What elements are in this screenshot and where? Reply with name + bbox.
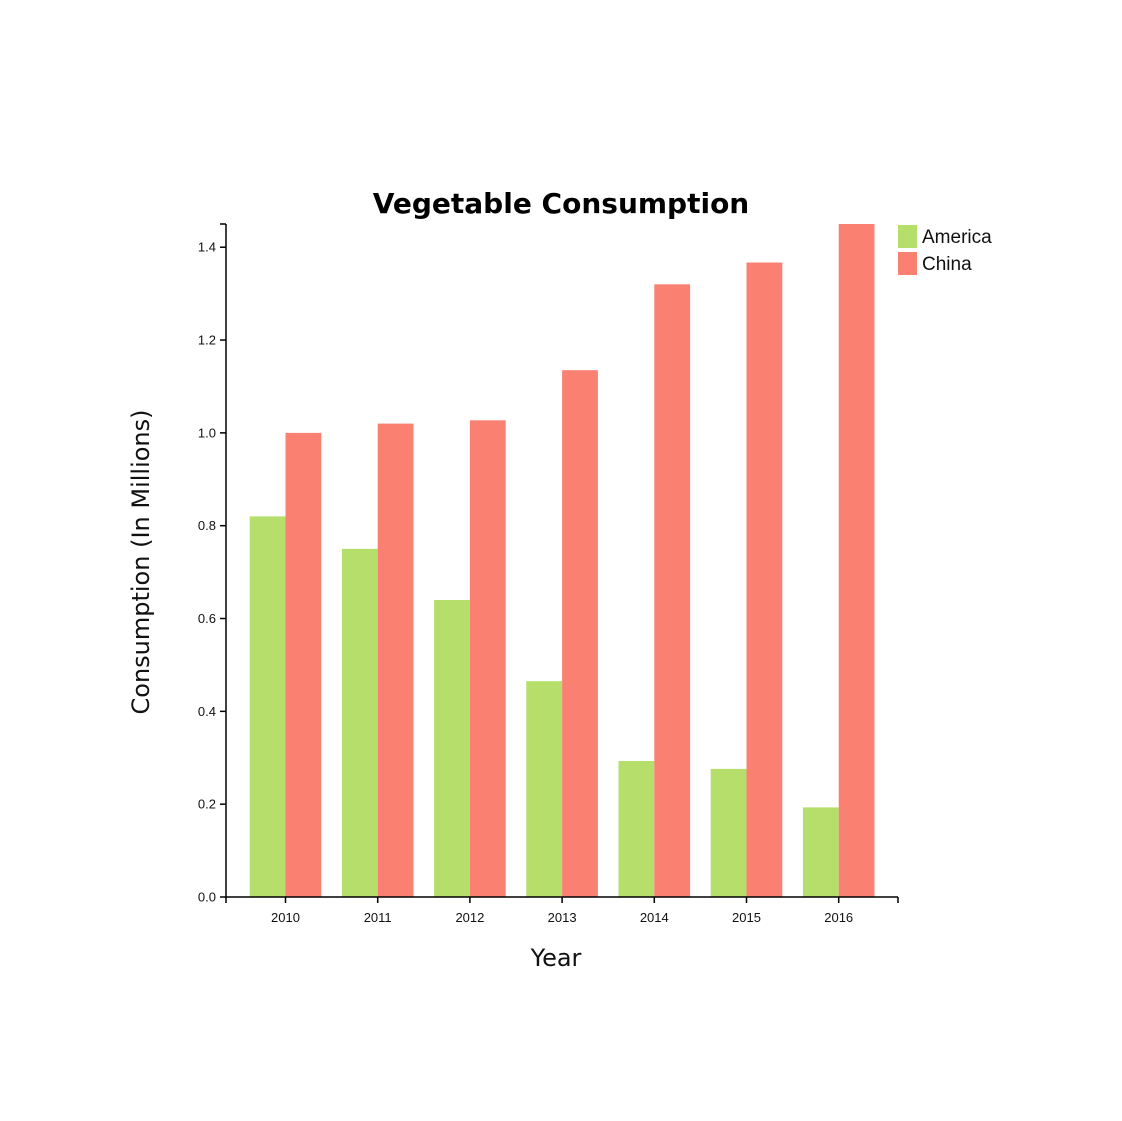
bar-china-2013 — [562, 370, 598, 897]
bars-group — [249, 224, 875, 897]
x-tick-label-2013: 2013 — [548, 910, 577, 925]
bar-china-2016 — [838, 224, 875, 897]
y-tick-label-1.2: 1.2 — [198, 333, 216, 348]
bar-china-2012 — [469, 420, 506, 897]
legend-swatch-china — [898, 252, 917, 275]
x-tick-label-2010: 2010 — [271, 910, 300, 925]
bar-china-2015 — [746, 262, 783, 897]
legend: America China — [898, 225, 992, 275]
bar-america-2011 — [341, 548, 378, 897]
bar-america-2014 — [618, 761, 655, 897]
legend-label-america: America — [922, 227, 992, 248]
bar-america-2015 — [710, 768, 747, 897]
bar-america-2010 — [249, 516, 286, 897]
y-tick-label-0.4: 0.4 — [198, 704, 216, 719]
x-axis: 2010 2011 2012 2013 2014 2015 2016 — [225, 896, 899, 925]
y-tick-label-0.6: 0.6 — [198, 611, 216, 626]
y-tick-label-0.2: 0.2 — [198, 797, 216, 812]
y-axis-label: Consumption (In Millions) — [127, 409, 155, 714]
y-tick-label-0.0: 0.0 — [198, 890, 216, 905]
bar-china-2011 — [377, 423, 414, 897]
x-tick-label-2015: 2015 — [732, 910, 761, 925]
x-axis-label: Year — [530, 944, 582, 972]
y-axis: 0.0 0.2 0.4 0.6 0.8 1.0 1.2 1.4 — [198, 223, 227, 905]
y-tick-label-1.0: 1.0 — [198, 425, 216, 440]
x-tick-label-2014: 2014 — [640, 910, 669, 925]
x-tick-label-2012: 2012 — [455, 910, 484, 925]
bar-america-2016 — [802, 807, 839, 897]
chart-title: Vegetable Consumption — [373, 187, 750, 220]
bar-china-2014 — [654, 284, 691, 897]
legend-swatch-america — [898, 225, 917, 248]
y-tick-label-0.8: 0.8 — [198, 518, 216, 533]
x-tick-label-2011: 2011 — [364, 910, 392, 925]
bar-america-2012 — [434, 600, 470, 897]
bar-china-2010 — [285, 432, 322, 897]
bar-america-2013 — [526, 681, 563, 897]
x-tick-label-2016: 2016 — [824, 910, 853, 925]
y-tick-label-1.4: 1.4 — [198, 240, 216, 255]
legend-label-china: China — [922, 254, 972, 275]
